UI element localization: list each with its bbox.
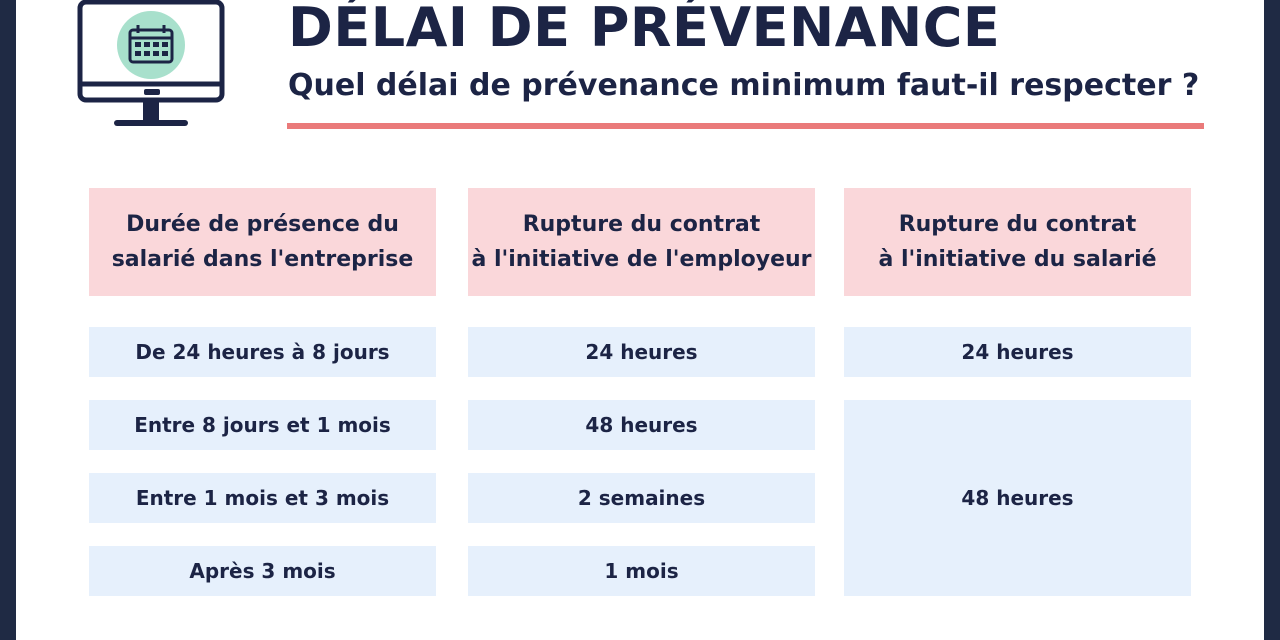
table-cell-duration: Après 3 mois <box>89 546 436 596</box>
page-title: DÉLAI DE PRÉVENANCE <box>288 0 1001 59</box>
table-cell-employer: 2 semaines <box>468 473 815 523</box>
table-cell-duration: Entre 8 jours et 1 mois <box>89 400 436 450</box>
table-cell-employee: 48 heures <box>844 400 1191 596</box>
table-cell-duration: De 24 heures à 8 jours <box>89 327 436 377</box>
infographic-card: DÉLAI DE PRÉVENANCE Quel délai de préven… <box>16 0 1264 640</box>
page-subtitle: Quel délai de prévenance minimum faut-il… <box>288 68 1200 103</box>
column-header-employee: Rupture du contrat à l'initiative du sal… <box>844 188 1191 296</box>
calendar-icon <box>117 11 185 79</box>
table-cell-employer: 1 mois <box>468 546 815 596</box>
table-cell-employer: 24 heures <box>468 327 815 377</box>
title-underline <box>287 123 1204 129</box>
table-cell-duration: Entre 1 mois et 3 mois <box>89 473 436 523</box>
column-header-duration: Durée de présence du salarié dans l'entr… <box>89 188 436 296</box>
table-cell-employer: 48 heures <box>468 400 815 450</box>
monitor-icon <box>77 0 225 126</box>
column-header-employer: Rupture du contrat à l'initiative de l'e… <box>468 188 815 296</box>
table-cell-employee: 24 heures <box>844 327 1191 377</box>
